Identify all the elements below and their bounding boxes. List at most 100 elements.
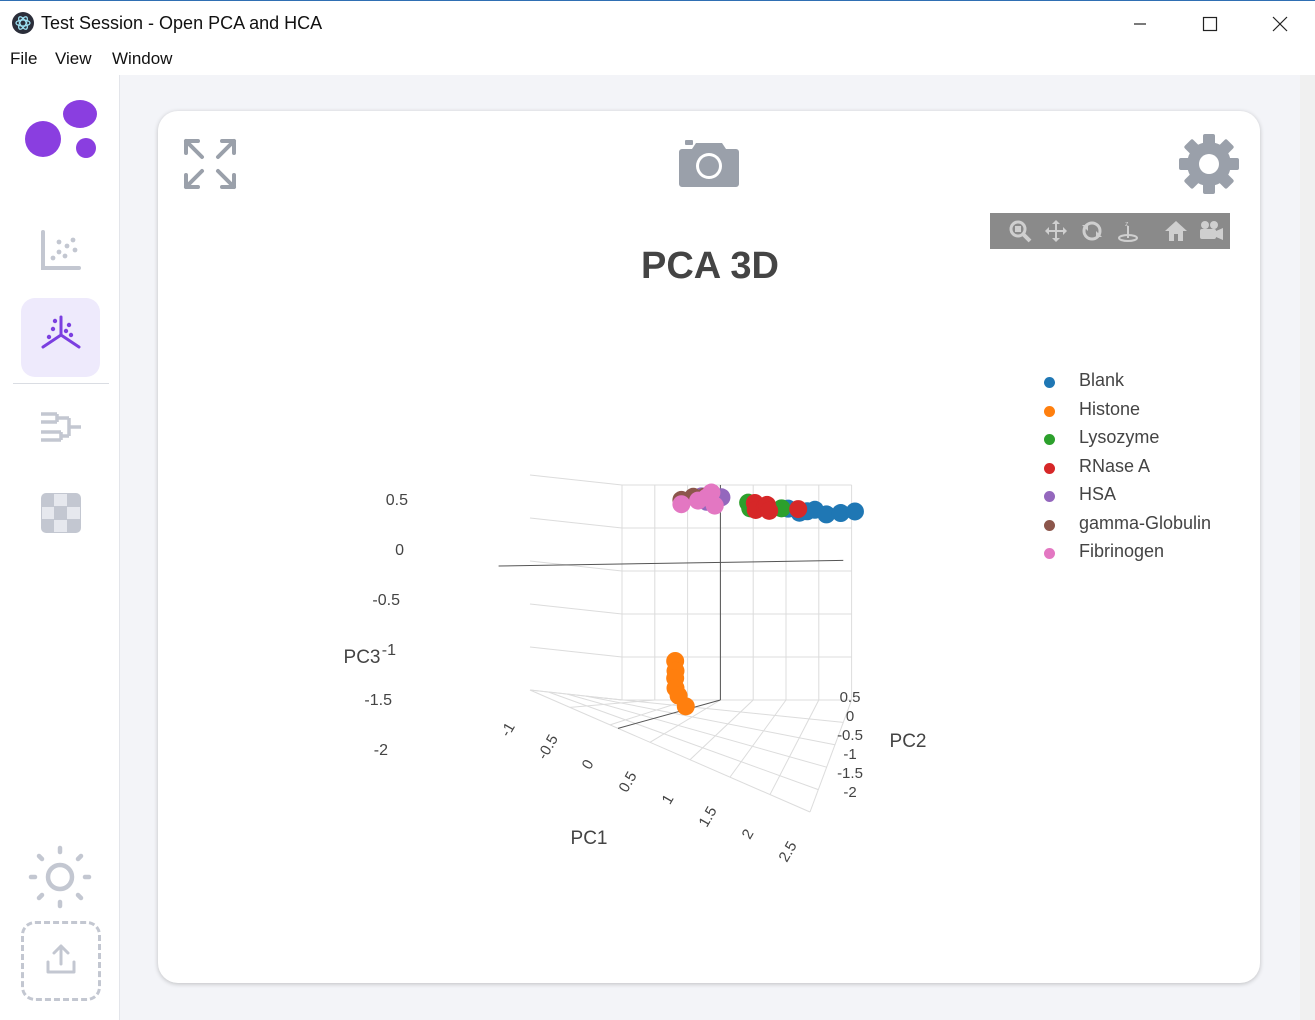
legend-item[interactable]: Histone — [1040, 399, 1260, 423]
legend-item[interactable]: RNase A — [1040, 456, 1260, 480]
data-point — [705, 496, 724, 515]
chart-title: PCA 3D — [641, 245, 779, 287]
x-tick-label: 1.5 — [696, 804, 721, 831]
legend-label: Fibrinogen — [1079, 541, 1165, 561]
legend-swatch — [1044, 491, 1055, 502]
legend-item[interactable]: HSA — [1040, 484, 1260, 508]
menu-window[interactable]: Window — [112, 49, 173, 68]
legend-swatch — [1044, 462, 1055, 474]
x-tick-label: 2 — [739, 826, 758, 842]
grid-line — [566, 693, 827, 768]
grid-line — [548, 691, 819, 791]
plot-card — [158, 111, 1260, 983]
plot-modebar: z — [990, 213, 1230, 249]
x-tick-label: 0.5 — [616, 769, 641, 796]
zero-line-pc1 — [498, 559, 844, 567]
grid-line — [649, 699, 721, 743]
dendrogram-icon — [39, 406, 83, 455]
grid-line — [609, 699, 688, 726]
zero-line-pc2 — [617, 699, 721, 729]
legend-label: Blank — [1079, 370, 1125, 390]
minimize-icon[interactable] — [1105, 1, 1175, 46]
x-tick-label: -1 — [497, 720, 518, 740]
chart-points — [666, 483, 864, 716]
legend-label: Histone — [1079, 398, 1141, 419]
grid-line — [529, 646, 623, 658]
heatmap-icon — [39, 491, 83, 540]
chart-axes — [498, 485, 844, 729]
nav-scatter-3d[interactable] — [21, 298, 100, 377]
y-axis-label: PC2 — [890, 731, 927, 752]
nav-scatter-2d[interactable] — [21, 213, 100, 292]
menu-view[interactable]: View — [55, 49, 92, 68]
orbit-rotation-icon[interactable] — [1080, 219, 1104, 248]
y-tick-label: -0.5 — [837, 727, 863, 744]
grid-line — [529, 517, 623, 529]
grid-line — [603, 697, 844, 723]
grid-line — [729, 699, 787, 778]
sidebar — [0, 75, 120, 1020]
data-point — [672, 495, 691, 514]
upload-button[interactable] — [21, 921, 101, 1001]
chart-grid — [529, 474, 853, 813]
y-tick-label: -1 — [843, 746, 856, 763]
data-point — [676, 697, 695, 716]
z-tick-label: -1.5 — [364, 692, 392, 709]
app-icon — [12, 12, 34, 34]
nav-heatmap[interactable] — [21, 476, 100, 555]
legend-swatch — [1044, 519, 1055, 531]
expand-icon[interactable] — [182, 137, 238, 196]
data-point — [845, 502, 864, 521]
legend-item[interactable]: Lysozyme — [1040, 427, 1260, 451]
z-tick-label: -1 — [382, 642, 396, 659]
x-axis-label: PC1 — [571, 828, 608, 849]
chart-tick-labels: -1 -0.5 0 0.5 1 1.5 2 2.5 0.5 0 -0.5 -1 -1.5 -2 0.5 0 -0… — [364, 492, 863, 865]
gear-icon[interactable] — [1178, 133, 1240, 200]
z-tick-label: -0.5 — [372, 592, 400, 609]
legend-label: RNase A — [1079, 455, 1151, 476]
sun-icon[interactable] — [28, 845, 92, 914]
pan-icon[interactable] — [1044, 219, 1068, 248]
x-tick-label: -0.5 — [534, 732, 562, 763]
legend-item[interactable]: Blank — [1040, 370, 1260, 394]
grid-line — [569, 699, 655, 708]
z-axis-label: PC3 — [344, 647, 381, 668]
scrollbar[interactable] — [1300, 75, 1315, 1020]
window-title: Test Session - Open PCA and HCA — [41, 13, 323, 33]
title-bar: Test Session - Open PCA and HCA — [0, 0, 1315, 45]
x-tick-label: 2.5 — [776, 838, 801, 865]
legend-item[interactable]: Fibrinogen — [1040, 541, 1260, 565]
maximize-icon[interactable] — [1175, 1, 1245, 46]
x-tick-label: 0 — [579, 757, 598, 773]
sidebar-divider — [13, 383, 109, 384]
scatter-plot-icon — [39, 228, 83, 277]
legend-swatch — [1044, 548, 1055, 559]
svg-text:z: z — [1125, 221, 1129, 228]
menu-bar: File View Window — [0, 45, 1315, 75]
nav-dendrogram[interactable] — [21, 391, 100, 470]
legend-label: Lysozyme — [1079, 427, 1160, 447]
y-tick-label: -2 — [843, 784, 856, 801]
reset-camera-icon[interactable] — [1164, 219, 1188, 248]
x-tick-label: 1 — [659, 792, 678, 808]
y-tick-label: 0.5 — [840, 689, 861, 706]
grid-line — [529, 560, 623, 572]
y-tick-label: 0 — [846, 708, 854, 725]
camera-icon[interactable] — [678, 139, 740, 194]
data-point — [760, 501, 779, 520]
grid-line — [689, 699, 754, 761]
legend-item[interactable]: gamma-Globulin — [1040, 513, 1260, 537]
blob-logo-icon — [24, 97, 100, 166]
grid-line — [529, 603, 623, 615]
legend-label: HSA — [1079, 484, 1117, 504]
turntable-rotation-icon[interactable]: z — [1116, 219, 1140, 248]
grid-line — [529, 689, 811, 813]
close-icon[interactable] — [1245, 1, 1315, 46]
grid-line — [529, 474, 623, 486]
z-tick-label: 0.5 — [386, 492, 408, 509]
zoom-icon[interactable] — [1008, 219, 1032, 248]
scatter-3d-icon — [39, 313, 83, 362]
menu-file[interactable]: File — [10, 49, 38, 68]
camera-view-icon[interactable] — [1198, 219, 1224, 248]
